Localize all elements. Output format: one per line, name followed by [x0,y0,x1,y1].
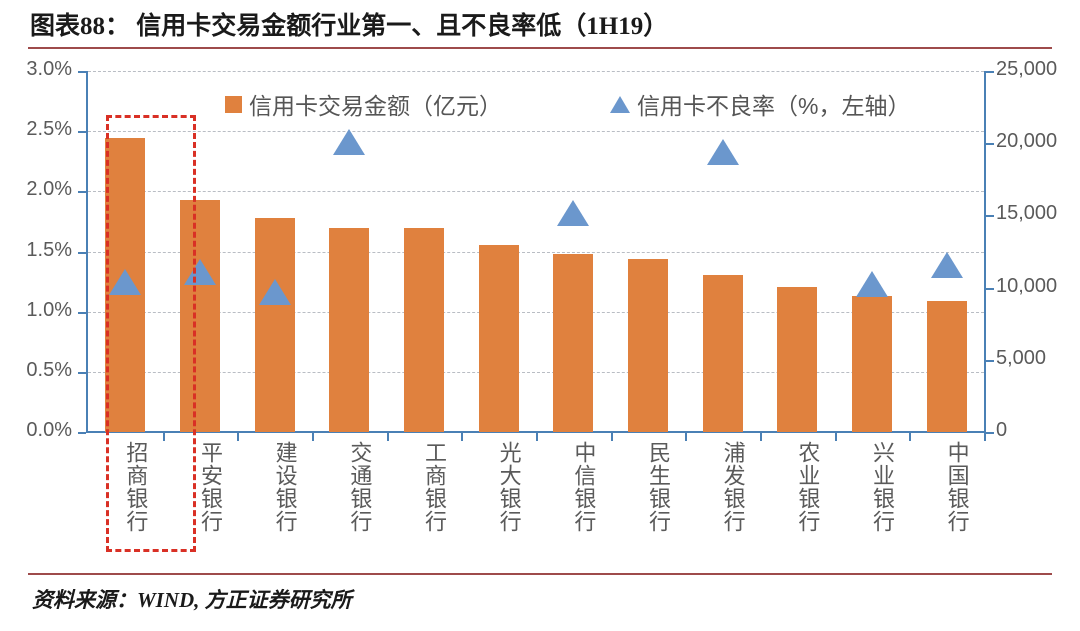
bar [553,253,594,432]
bar [926,301,967,432]
title-bar: 图表88： 信用卡交易金额行业第一、且不良率低（1H19） [0,0,1080,52]
bar [329,227,370,432]
left-axis-tick [78,191,86,194]
bar [404,227,444,432]
marker-triangle [856,270,888,297]
title-divider [28,47,1052,49]
bar [254,217,295,432]
left-axis-tick-label: 3.0% [26,58,72,80]
gridline [88,371,984,373]
category-label: 农业银行 [795,441,821,533]
left-axis-tick-label: 2.0% [26,178,72,201]
category-label: 民生银行 [646,441,671,533]
bar [777,287,818,432]
right-axis-tick-label: 25,000 [996,58,1058,80]
bar [628,259,668,432]
legend-item-npl-ratio: 信用卡不良率（%，左轴） [610,87,910,121]
category-label: 中信银行 [571,441,597,533]
marker-triangle [184,258,216,285]
category-label: 招商银行 [123,441,149,533]
x-axis-tick [162,431,165,441]
bar [478,245,519,432]
x-axis-tick [984,431,986,441]
right-axis-tick [986,287,994,290]
legend-label: 信用卡交易金额（亿元） [249,93,502,119]
category-label: 浦发银行 [720,441,746,533]
marker-triangle [930,251,963,278]
bar [180,199,220,432]
left-axis-tick-label: 0.5% [26,358,72,381]
left-axis-tick-label: 1.0% [26,298,72,321]
right-axis-tick-label: 20,000 [996,130,1058,153]
right-axis-tick [986,215,994,218]
right-axis-tick [986,432,994,434]
left-axis-tick-label: 1.5% [26,238,72,261]
marker-triangle [706,138,739,165]
left-axis-tick [78,71,86,73]
category-label: 光大银行 [496,441,522,533]
highlight-box-merchants-bank [106,115,196,552]
gridline [88,71,984,72]
x-axis-tick [237,431,240,441]
bar [702,275,743,432]
right-axis-tick-label: 15,000 [996,202,1058,225]
orange-square-icon [225,95,242,113]
left-axis-line [86,71,88,433]
gridline [88,311,984,313]
page-title: 图表88： 信用卡交易金额行业第一、且不良率低（1H19） [30,13,669,40]
x-axis-tick [610,431,613,441]
marker-triangle [258,279,291,306]
x-axis-tick [909,431,912,441]
plot-area: 0.0% 0.5% 1.0% 1.5% 2.0% 2.5% 3.0% 0 5,000 10,00… [0,55,1080,565]
bar [852,295,892,432]
x-axis-tick [834,431,837,441]
category-label: 兴业银行 [870,441,895,533]
category-label: 建设银行 [272,441,298,533]
footer-divider [28,573,1052,575]
right-axis-tick [986,71,994,73]
blue-triangle-icon [610,95,630,113]
x-axis-tick [386,431,389,441]
left-axis-tick [78,371,86,374]
legend-item-transaction-amount: 信用卡交易金额（亿元） [225,87,502,121]
gridline [88,131,984,133]
x-axis-tick [312,431,314,441]
left-axis-tick-label: 2.5% [26,118,72,141]
left-axis-tick [78,131,86,134]
marker-triangle [557,199,590,226]
left-axis-tick-label: 0.0% [26,419,72,441]
right-axis-tick [986,359,994,362]
marker-triangle [109,268,142,295]
category-label: 中国银行 [944,441,970,533]
category-label: 工商银行 [422,441,447,533]
gridline [88,251,984,253]
x-axis-tick [461,431,464,441]
left-axis-tick [78,251,86,254]
right-axis-tick-label: 10,000 [996,274,1058,297]
gridline [88,191,984,193]
x-axis-tick [760,431,762,441]
left-axis-tick [78,311,86,314]
left-axis-tick [78,432,86,434]
x-axis-tick [685,431,688,441]
category-label: 交通银行 [347,441,373,533]
right-axis-tick-label: 0 [996,419,1008,441]
source-note: 资料来源：WIND, 方正证券研究所 [32,588,352,612]
right-axis-line [984,71,986,433]
legend-label: 信用卡不良率（%，左轴） [637,93,911,119]
category-label: 平安银行 [198,441,223,533]
marker-triangle [333,128,366,155]
chart-legend: 信用卡交易金额（亿元） 信用卡不良率（%，左轴） [0,85,1080,119]
right-axis-tick [986,143,994,146]
x-axis-tick [536,431,538,441]
right-axis-tick-label: 5,000 [996,346,1047,369]
